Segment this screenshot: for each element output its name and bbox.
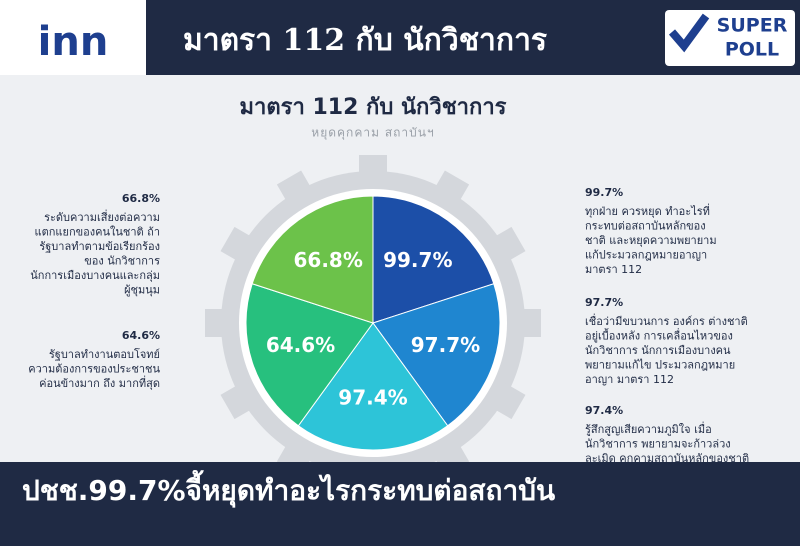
gear-tooth [429,170,470,211]
note-line: แตกแยกของคนในชาติ ถ้า [35,226,160,239]
gear-tooth [511,309,541,337]
note-percent: 97.7% [585,296,623,309]
infographic-title: มาตรา 112 กับ นักวิชาการ [240,95,507,120]
gear-tooth [359,155,387,185]
header-title: มาตรา 112 กับ นักวิชาการ [183,23,547,58]
badge-line: SUPER [717,15,788,37]
note-line: ความต้องการของประชาชน [28,363,160,376]
gear-tooth [205,309,235,337]
note-line: ชาติ และหยุดความพยายาม [585,234,717,247]
note-line: มาตรา 112 [585,263,642,276]
note-line: ระดับความเสี่ยงต่อความ [44,209,160,224]
note-line: เชื่อว่ามีขบวนการ องค์กร ต่างชาติ [585,313,748,328]
segment-label: 99.7% [383,248,452,272]
segment-label: 64.6% [266,333,335,357]
gear-tooth [220,226,261,267]
note-line: อาญา มาตรา 112 [585,373,674,386]
note-line: นักวิชาการ พยายามจะก้าวล่วง [585,438,731,451]
notes: 99.7% ทุกฝ่าย ควรหยุด ทำอะไรที่กระทบต่อสถ… [28,186,749,465]
note-line: ละเมิด คุกคามสถาบันหลักของชาติ [585,452,749,465]
note-line: รัฐบาลทำตามข้อเรียกร้อง [39,240,160,253]
segment-label: 97.4% [338,386,407,410]
segment [372,195,495,324]
segment [245,283,374,427]
note-line: ของ นักวิชาการ [84,255,160,268]
note-percent: 66.8% [122,192,160,205]
segments: 99.7% 97.7% 97.4% 64.6% 66.8% [245,195,501,451]
note-line: พยายามแก้ไข ประมวลกฎหมาย [585,359,735,372]
gear-tooth [220,379,261,420]
segment [297,322,449,451]
infographic-subtitle: หยุดคุกคาม สถาบันฯ [311,126,434,141]
gear-tooth [276,170,317,211]
note-line: ทุกฝ่าย ควรหยุด ทำอะไรที่ [585,203,710,218]
note-percent: 99.7% [585,186,623,199]
badge-line: POLL [725,39,779,61]
banner-headline: ปชช.99.7%จี้หยุดทำอะไรกระทบต่อสถาบัน [22,469,555,508]
note-percent: 64.6% [122,329,160,342]
logo-box [0,0,146,75]
segment [251,195,374,324]
note-line: รัฐบาลทำงานตอบโจทย์ [49,347,160,361]
logo: inn [38,19,109,65]
segment-label: 97.7% [411,333,480,357]
note-line: แก้ประมวลกฎหมายอาญา [585,249,707,262]
badge-check [668,13,710,53]
note-line: กระทบต่อสถาบันหลักของ [585,220,706,233]
note-line: นักการเมืองบางคนและกลุ่ม [30,269,160,282]
note-line: รู้สึกสูญเสียความภูมิใจ เมื่อ [585,421,712,436]
segment-label: 66.8% [294,248,363,272]
banner [0,462,800,546]
note-percent: 97.4% [585,404,623,417]
note-line: อยู่เบื้องหลัง การเคลื่อนไหวของ [585,328,733,343]
gear-tooth [485,379,526,420]
note-line: นักวิชาการ นักการเมืองบางคน [585,344,731,357]
note-line: ผู้ชุมนุม [124,284,160,297]
segment [372,283,501,427]
gear-tooth [485,226,526,267]
note-line: ค่อนข้างมาก ถึง มากที่สุด [39,375,160,390]
